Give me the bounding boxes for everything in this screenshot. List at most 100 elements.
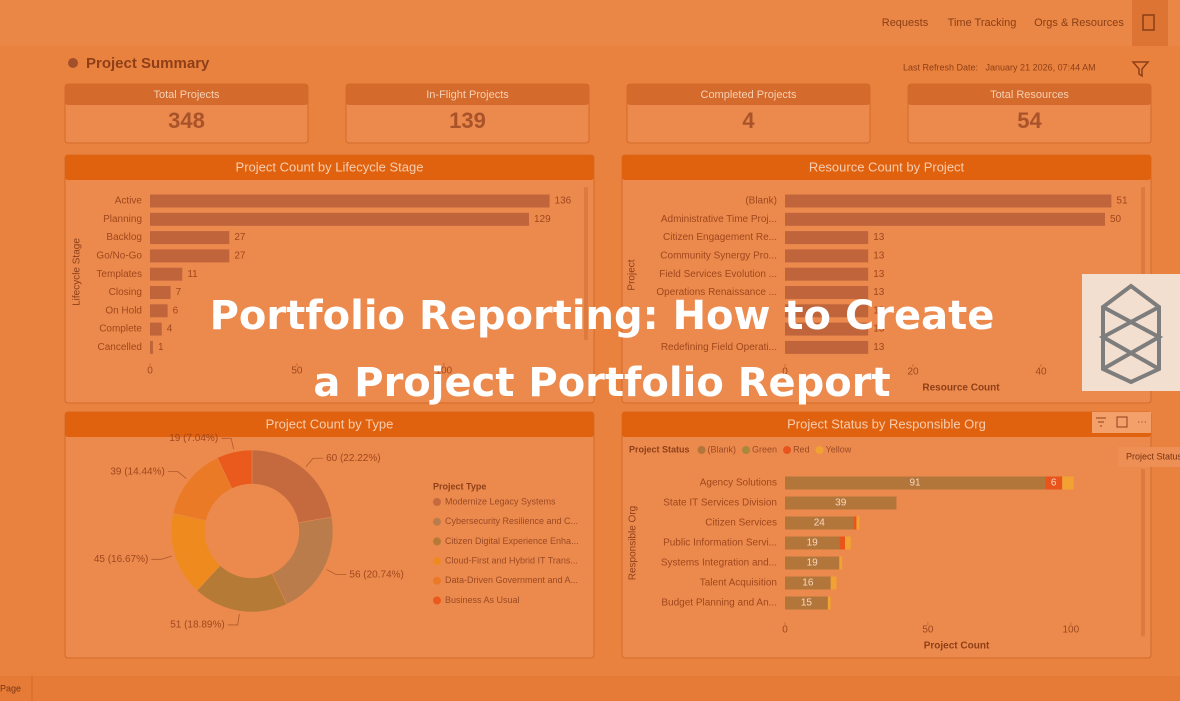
value-label: 19 xyxy=(807,558,819,569)
y-axis-title: Lifecycle Stage xyxy=(72,238,83,306)
chart-header xyxy=(622,155,1151,180)
value-label: 27 xyxy=(234,251,246,262)
bar xyxy=(150,194,550,208)
category-label: Budget Planning and An... xyxy=(661,598,777,609)
value-label: 1 xyxy=(158,342,164,353)
bar xyxy=(150,322,162,336)
y-axis-title: Responsible Org xyxy=(628,506,639,580)
scrollbar xyxy=(1141,187,1145,340)
leader-line xyxy=(167,471,187,479)
kpi-header xyxy=(346,84,589,105)
chart-title: Project Count by Lifecycle Stage xyxy=(236,159,424,174)
legend-marker xyxy=(433,596,441,605)
footer-bar xyxy=(0,676,1180,701)
tooltip-box xyxy=(1118,447,1180,467)
legend-label: Cloud-First and Hybrid IT Trans... xyxy=(445,555,578,565)
legend-label: Modernize Legacy Systems xyxy=(445,496,556,506)
value-label: 13 xyxy=(873,305,885,316)
bar-segment xyxy=(853,516,857,530)
kpi-header xyxy=(65,84,308,105)
bar xyxy=(150,212,529,226)
nav-icon-box[interactable] xyxy=(1132,0,1168,46)
more-button[interactable]: ··· xyxy=(1137,417,1147,428)
kpi-label: Total Projects xyxy=(153,89,220,101)
value-label: 45 (16.67%) xyxy=(94,554,148,565)
focus-button[interactable] xyxy=(1116,416,1128,428)
nav-link[interactable]: Requests xyxy=(882,17,929,29)
value-label: 129 xyxy=(534,214,551,225)
legend-label: Red xyxy=(793,444,810,454)
category-label: On Hold xyxy=(105,305,142,316)
x-axis-title: Project Count xyxy=(924,641,990,652)
logo-box xyxy=(1082,274,1180,391)
bar xyxy=(785,304,869,318)
value-label: 60 (22.22%) xyxy=(326,453,380,464)
legend-label: Green xyxy=(752,444,777,454)
value-label: 6 xyxy=(173,305,179,316)
donut-slice xyxy=(217,449,253,489)
overlay-title: a Project Portfolio Report xyxy=(313,360,890,406)
x-tick-label: 0 xyxy=(782,367,788,378)
bar xyxy=(150,286,171,299)
category-label: Systems Integration and... xyxy=(661,558,777,569)
nav-link[interactable]: Time Tracking xyxy=(948,17,1017,29)
x-tick-label: 20 xyxy=(907,367,919,378)
kpi-label: Completed Projects xyxy=(701,89,797,101)
category-label: Templates xyxy=(96,269,142,280)
legend-marker xyxy=(433,517,441,526)
chart-header xyxy=(65,155,594,180)
kpi-value: 348 xyxy=(168,108,205,133)
legend-label: Yellow xyxy=(826,444,852,454)
refresh-date: Last Refresh Date: January 21 2026, 07:4… xyxy=(903,62,1096,72)
chart-title: Project Status by Responsible Org xyxy=(787,416,986,431)
value-label: 19 (7.04%) xyxy=(169,433,218,444)
value-label: 13 xyxy=(873,232,885,243)
value-label: 51 (18.89%) xyxy=(170,620,224,631)
kpi-value: 4 xyxy=(742,108,755,133)
legend-marker xyxy=(697,446,706,454)
leader-line xyxy=(227,613,240,626)
filter-icon[interactable] xyxy=(1131,61,1150,78)
legend-label: Citizen Digital Experience Enha... xyxy=(445,536,579,546)
category-label: Backlog xyxy=(106,232,142,243)
bar xyxy=(785,322,869,336)
value-label: 24 xyxy=(814,518,826,529)
value-label: 27 xyxy=(234,232,246,243)
value-label: 136 xyxy=(555,196,572,207)
leader-line xyxy=(151,555,172,560)
leader-line xyxy=(221,437,234,450)
category-label: Agency Solutions xyxy=(700,478,777,489)
filter-button[interactable] xyxy=(1096,417,1106,427)
value-label: 16 xyxy=(802,578,814,589)
x-tick-label: 50 xyxy=(291,366,303,377)
value-label: 39 xyxy=(835,498,847,509)
bar xyxy=(785,267,869,281)
value-label: 51 xyxy=(1116,196,1128,207)
legend-title: Project Status xyxy=(629,444,690,454)
category-label: State IT Services Division xyxy=(663,498,777,509)
legend-marker xyxy=(433,576,441,585)
x-tick-label: 0 xyxy=(782,625,788,636)
category-label: Redefining Field Operati... xyxy=(661,342,777,353)
legend-label: Data-Driven Government and A... xyxy=(445,575,578,585)
bar xyxy=(150,249,230,263)
header-dot xyxy=(68,58,78,68)
kpi-label: In-Flight Projects xyxy=(426,89,509,101)
page-tab[interactable]: Page xyxy=(0,683,21,693)
bar-segment xyxy=(845,536,851,550)
page-title: Project Summary xyxy=(86,55,210,72)
bar xyxy=(785,340,869,354)
category-label: Citizen Services xyxy=(705,518,777,529)
value-label: 13 xyxy=(873,324,885,335)
bar xyxy=(150,340,153,354)
leader-line xyxy=(326,569,347,576)
category-label: Planning xyxy=(103,214,142,225)
nav-link[interactable]: Orgs & Resources xyxy=(1034,17,1124,29)
bar xyxy=(150,267,183,281)
bar-segment xyxy=(827,596,831,610)
overlay-title: Portfolio Reporting: How to Create xyxy=(210,293,995,339)
bar-segment xyxy=(785,596,828,610)
chart-header xyxy=(65,412,594,437)
chart-title: Project Count by Type xyxy=(266,416,394,431)
